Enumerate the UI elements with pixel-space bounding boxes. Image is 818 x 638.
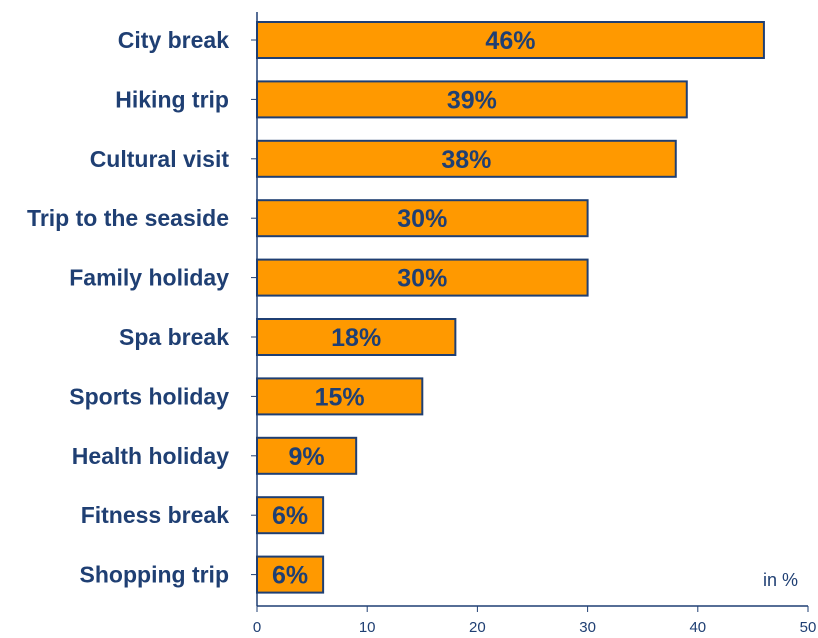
bar-7 <box>256 377 424 416</box>
value-label: 6% <box>272 562 308 590</box>
value-label: 30% <box>397 265 447 293</box>
category-label: Spa break <box>119 324 229 350</box>
x-tick-label: 20 <box>469 619 486 636</box>
category-label: Hiking trip <box>115 86 229 112</box>
value-label: 46% <box>485 27 535 55</box>
category-label: Fitness break <box>81 502 229 528</box>
unit-label: in % <box>763 570 798 590</box>
value-label: 30% <box>397 205 447 233</box>
category-label: City break <box>118 27 229 53</box>
x-tick-label: 10 <box>359 619 376 636</box>
category-label: Cultural visit <box>90 146 230 172</box>
value-label: 38% <box>441 146 491 174</box>
x-tick-label: 50 <box>800 619 817 636</box>
labels-layer: City break 46% Hiking trip 39% Cultural visi… <box>27 27 816 636</box>
value-label: 18% <box>331 324 381 352</box>
category-label: Shopping trip <box>80 562 229 588</box>
category-label: Health holiday <box>72 443 229 469</box>
category-label: Sports holiday <box>69 383 229 409</box>
category-label: Family holiday <box>69 265 229 291</box>
x-tick-label: 0 <box>253 619 261 636</box>
value-label: 6% <box>272 502 308 530</box>
bar-5 <box>256 258 589 297</box>
x-tick-label: 40 <box>689 619 706 636</box>
category-label: Trip to the seaside <box>27 205 229 231</box>
value-label: 39% <box>447 86 497 114</box>
value-label: 9% <box>289 443 325 471</box>
bars-layer <box>256 21 765 594</box>
axis-layer <box>251 12 809 612</box>
value-label: 15% <box>315 383 365 411</box>
x-tick-label: 30 <box>579 619 596 636</box>
bar-3 <box>256 139 677 178</box>
bar-2 <box>256 80 688 119</box>
bar-4 <box>256 199 589 238</box>
